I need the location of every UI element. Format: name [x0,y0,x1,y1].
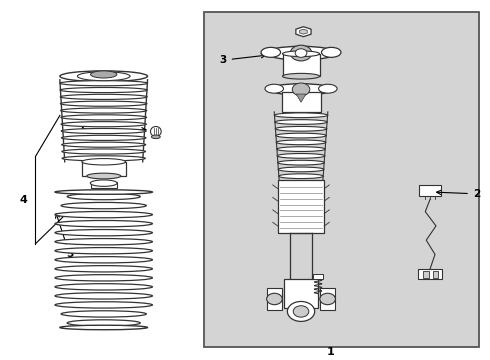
FancyBboxPatch shape [283,54,319,76]
Ellipse shape [61,135,146,140]
Text: 4: 4 [20,195,27,205]
FancyBboxPatch shape [203,12,479,347]
Polygon shape [296,27,311,37]
Polygon shape [300,29,307,34]
Ellipse shape [77,72,130,81]
FancyBboxPatch shape [284,279,318,308]
FancyBboxPatch shape [433,271,439,278]
Circle shape [288,301,315,321]
Text: 2: 2 [437,189,480,199]
Ellipse shape [91,71,117,78]
Ellipse shape [55,190,152,194]
Ellipse shape [318,84,337,93]
Ellipse shape [60,94,147,99]
Ellipse shape [60,101,147,106]
Ellipse shape [261,48,281,57]
Ellipse shape [275,120,327,125]
Ellipse shape [61,122,147,127]
Ellipse shape [60,81,147,86]
Ellipse shape [265,84,284,93]
Ellipse shape [283,51,319,57]
Ellipse shape [62,142,146,147]
Ellipse shape [276,133,326,138]
Ellipse shape [60,87,147,93]
Ellipse shape [61,202,147,209]
Ellipse shape [278,167,324,172]
FancyBboxPatch shape [282,92,320,112]
Ellipse shape [270,84,333,95]
Ellipse shape [55,211,152,218]
Ellipse shape [275,126,327,131]
Ellipse shape [276,140,326,145]
Circle shape [267,293,282,305]
Ellipse shape [60,71,147,82]
FancyBboxPatch shape [418,269,442,279]
Ellipse shape [55,248,152,254]
Ellipse shape [150,126,161,136]
FancyBboxPatch shape [313,274,323,279]
Ellipse shape [62,156,146,161]
Ellipse shape [283,73,319,79]
Ellipse shape [151,135,160,139]
Ellipse shape [55,220,152,227]
Circle shape [290,45,312,61]
FancyBboxPatch shape [91,182,117,189]
FancyBboxPatch shape [423,271,429,278]
Text: 3: 3 [220,54,266,65]
Ellipse shape [61,129,146,134]
Ellipse shape [61,108,147,113]
Ellipse shape [278,160,324,165]
Ellipse shape [277,147,325,152]
FancyBboxPatch shape [267,288,282,310]
Ellipse shape [87,173,121,179]
Ellipse shape [266,46,336,60]
Ellipse shape [90,180,117,186]
Ellipse shape [60,325,147,330]
Ellipse shape [61,311,147,317]
Ellipse shape [55,302,152,308]
FancyBboxPatch shape [278,180,324,233]
FancyBboxPatch shape [419,185,441,195]
Ellipse shape [55,284,152,290]
Circle shape [293,306,309,317]
Ellipse shape [277,153,325,158]
Text: 5: 5 [55,214,73,260]
Circle shape [295,49,307,57]
Ellipse shape [55,266,152,272]
Ellipse shape [55,239,152,245]
Text: 6: 6 [80,125,146,135]
Ellipse shape [61,115,147,120]
Ellipse shape [274,113,328,118]
Ellipse shape [55,293,152,299]
Circle shape [292,83,310,96]
Ellipse shape [55,257,152,263]
FancyBboxPatch shape [320,288,335,310]
FancyBboxPatch shape [82,162,125,176]
Text: 1: 1 [326,347,334,357]
Ellipse shape [62,149,146,154]
Ellipse shape [67,193,140,200]
Ellipse shape [82,158,125,165]
Polygon shape [296,94,306,102]
Ellipse shape [321,48,341,57]
Ellipse shape [67,320,140,326]
Ellipse shape [55,230,152,236]
Ellipse shape [55,275,152,281]
Circle shape [320,293,336,305]
Ellipse shape [279,174,323,179]
